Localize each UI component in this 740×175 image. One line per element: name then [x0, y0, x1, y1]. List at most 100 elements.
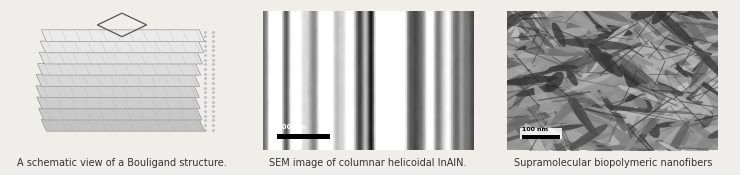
Polygon shape: [487, 103, 562, 108]
Polygon shape: [672, 109, 699, 119]
Polygon shape: [633, 112, 659, 149]
Polygon shape: [488, 11, 520, 24]
Polygon shape: [703, 0, 727, 34]
Polygon shape: [651, 6, 669, 25]
Polygon shape: [41, 119, 204, 131]
Polygon shape: [577, 85, 610, 112]
Polygon shape: [639, 104, 688, 120]
Polygon shape: [671, 35, 729, 52]
Polygon shape: [688, 118, 719, 127]
Polygon shape: [36, 86, 199, 98]
Polygon shape: [675, 63, 719, 106]
Polygon shape: [566, 54, 589, 79]
Polygon shape: [469, 109, 545, 120]
Polygon shape: [630, 8, 656, 20]
Polygon shape: [547, 129, 612, 150]
Polygon shape: [557, 78, 585, 106]
Polygon shape: [534, 86, 555, 117]
Polygon shape: [563, 0, 603, 28]
Polygon shape: [580, 63, 599, 79]
Polygon shape: [665, 40, 699, 75]
Polygon shape: [656, 83, 693, 103]
Polygon shape: [684, 22, 721, 52]
Polygon shape: [586, 33, 618, 41]
Polygon shape: [482, 62, 535, 86]
Polygon shape: [502, 9, 554, 49]
Polygon shape: [574, 34, 584, 48]
Polygon shape: [702, 59, 734, 69]
Polygon shape: [579, 90, 617, 109]
Polygon shape: [603, 51, 645, 91]
Polygon shape: [537, 124, 585, 133]
Polygon shape: [668, 38, 699, 46]
Polygon shape: [638, 21, 657, 39]
Polygon shape: [669, 119, 702, 127]
Polygon shape: [662, 92, 713, 116]
Polygon shape: [686, 99, 702, 118]
Polygon shape: [655, 115, 692, 156]
Polygon shape: [613, 0, 625, 13]
Polygon shape: [625, 71, 650, 86]
Polygon shape: [545, 72, 564, 93]
Polygon shape: [600, 54, 623, 77]
Polygon shape: [37, 63, 201, 75]
Polygon shape: [630, 7, 641, 24]
Polygon shape: [565, 0, 593, 22]
Bar: [522, 135, 559, 139]
Polygon shape: [523, 49, 588, 56]
Polygon shape: [510, 46, 527, 59]
Polygon shape: [665, 121, 690, 161]
Polygon shape: [630, 71, 671, 83]
Polygon shape: [678, 73, 713, 110]
Polygon shape: [541, 134, 558, 157]
Polygon shape: [622, 108, 655, 156]
Polygon shape: [653, 45, 690, 79]
Polygon shape: [631, 69, 656, 81]
Polygon shape: [470, 133, 532, 150]
Polygon shape: [667, 127, 696, 141]
Polygon shape: [640, 110, 670, 155]
Polygon shape: [702, 125, 727, 134]
Polygon shape: [662, 151, 684, 156]
Polygon shape: [551, 22, 566, 47]
Polygon shape: [555, 61, 571, 72]
Polygon shape: [476, 65, 536, 68]
Polygon shape: [630, 147, 644, 165]
Polygon shape: [508, 12, 528, 33]
Polygon shape: [616, 83, 648, 108]
Polygon shape: [498, 104, 540, 136]
Polygon shape: [579, 133, 614, 143]
Polygon shape: [549, 88, 598, 104]
Polygon shape: [667, 77, 692, 85]
Polygon shape: [563, 131, 586, 142]
Polygon shape: [519, 27, 539, 41]
Polygon shape: [613, 0, 667, 13]
Polygon shape: [673, 57, 699, 87]
Polygon shape: [606, 105, 640, 153]
Polygon shape: [652, 26, 682, 42]
Polygon shape: [573, 97, 593, 134]
Polygon shape: [595, 144, 661, 151]
Polygon shape: [669, 33, 729, 56]
Polygon shape: [539, 9, 551, 30]
Polygon shape: [527, 106, 545, 123]
Polygon shape: [488, 11, 512, 23]
Polygon shape: [626, 82, 660, 94]
Polygon shape: [707, 87, 740, 101]
Polygon shape: [566, 23, 585, 39]
Polygon shape: [636, 54, 702, 81]
Polygon shape: [534, 73, 605, 85]
Polygon shape: [506, 12, 556, 18]
Polygon shape: [476, 7, 538, 40]
Polygon shape: [636, 35, 669, 46]
Polygon shape: [656, 9, 694, 46]
Polygon shape: [657, 78, 678, 97]
Polygon shape: [613, 85, 622, 99]
Polygon shape: [539, 6, 562, 32]
Polygon shape: [37, 97, 201, 109]
Polygon shape: [648, 81, 663, 101]
Polygon shape: [508, 111, 557, 127]
Polygon shape: [611, 111, 686, 120]
Polygon shape: [523, 9, 545, 54]
Polygon shape: [511, 89, 525, 112]
